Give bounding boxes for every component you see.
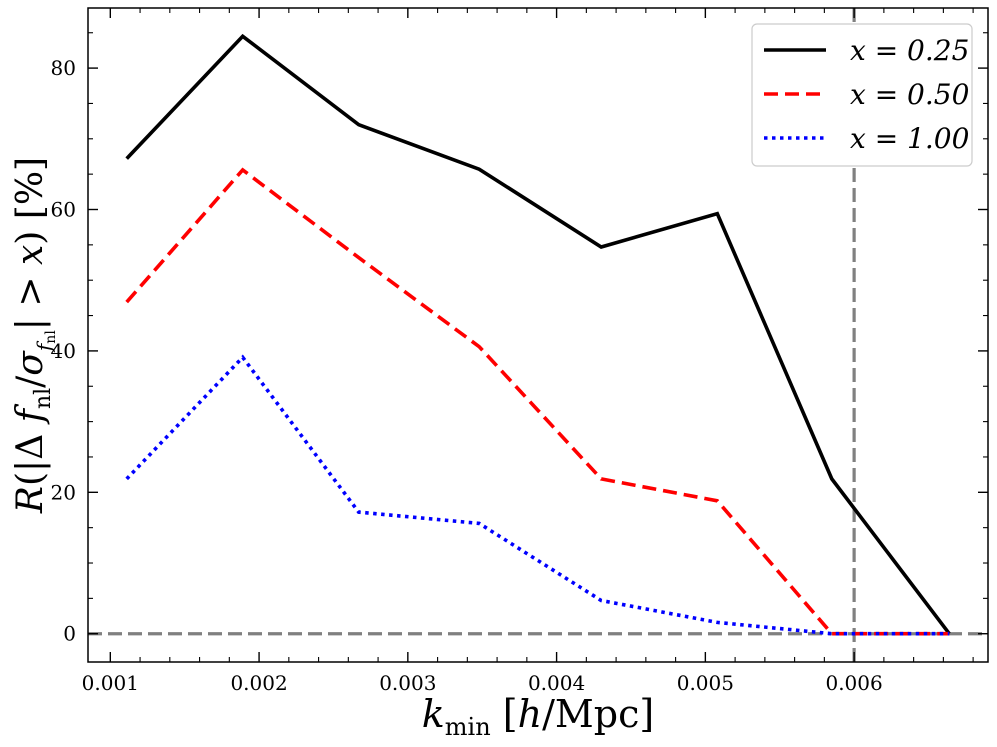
y-tick-label: 0 [63, 622, 76, 646]
x-tick-label: 0.005 [677, 671, 734, 695]
x-tick-label: 0.002 [230, 671, 287, 695]
y-tick-label: 40 [51, 339, 76, 363]
y-tick-label: 20 [51, 480, 76, 504]
series-line-1 [125, 33, 951, 635]
legend-label-3: x = 1.00 [850, 122, 969, 155]
x-tick-label: 0.004 [528, 671, 585, 695]
plot-frame [87, 7, 989, 663]
legend-box [751, 23, 973, 167]
x-tick-label: 0.003 [379, 671, 436, 695]
y-axis-label: R(|Δ fnl/σfnl| > x) [%] [10, 157, 59, 514]
y-tick-label: 80 [51, 56, 76, 80]
x-tick-label: 0.001 [82, 671, 139, 695]
legend-label-2: x = 0.50 [850, 78, 969, 111]
x-axis-label: kmin [h/Mpc] [422, 692, 654, 741]
legend-label-1: x = 0.25 [850, 34, 969, 67]
legend: x = 0.25 x = 0.50 x = 1.00 [751, 23, 973, 167]
ticks-layer: 0.001 0.002 0.003 0.004 0.005 0.006 0 20 40 60 80 [51, 8, 988, 695]
series-layer [125, 33, 951, 636]
series-line-3 [125, 354, 950, 636]
y-tick-label: 60 [51, 198, 76, 222]
x-tick-label: 0.006 [825, 671, 882, 695]
series-line-2 [125, 167, 950, 636]
